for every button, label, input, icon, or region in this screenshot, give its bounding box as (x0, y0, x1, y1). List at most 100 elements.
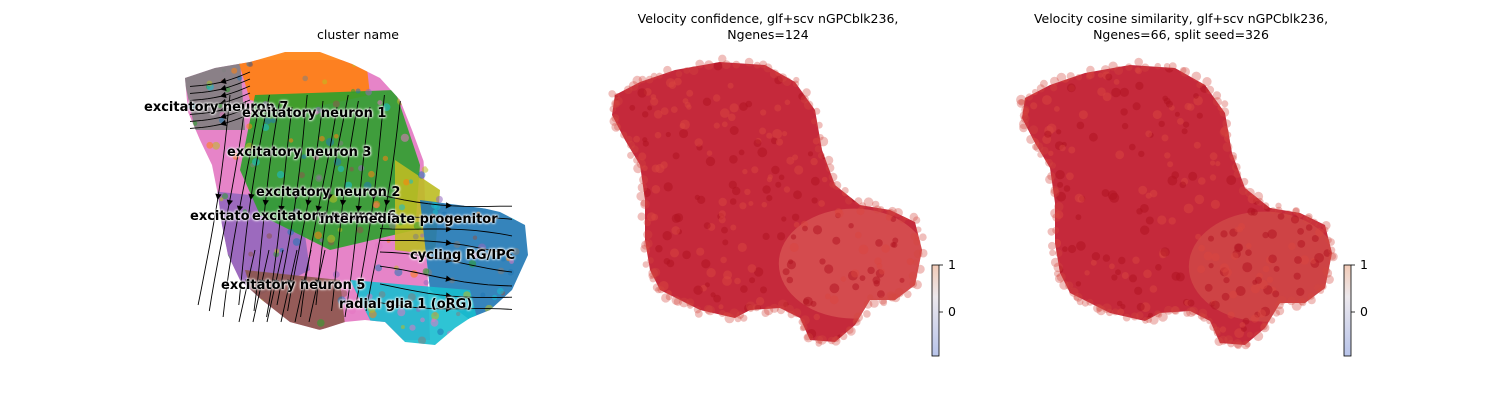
velocity-point (812, 80, 822, 89)
streamline-arrow-19 (370, 193, 378, 200)
velocity-point (642, 140, 649, 147)
velocity-point (612, 300, 620, 311)
edge-point (1179, 67, 1187, 74)
edge-point (611, 122, 621, 132)
velocity-point (629, 278, 639, 288)
edge-point (1186, 307, 1196, 317)
velocity-point (789, 242, 799, 252)
cluster-point (363, 181, 372, 190)
cluster-point (197, 65, 202, 71)
velocity-point (1076, 241, 1086, 251)
edge-point (1016, 99, 1026, 108)
edge-point (1292, 207, 1300, 215)
velocity-point (1314, 253, 1324, 263)
edge-point (1253, 191, 1264, 202)
edge-point (913, 249, 923, 259)
cluster-point (288, 138, 294, 143)
cluster-point (295, 112, 303, 120)
velocity-point (1204, 283, 1213, 292)
velocity-point (720, 256, 727, 264)
velocity-point (1183, 121, 1190, 128)
edge-point (1047, 172, 1056, 181)
velocity-point (1132, 102, 1141, 111)
velocity-point (774, 104, 782, 112)
cluster-point (480, 292, 486, 298)
panel2-colorbar (931, 264, 943, 357)
cluster-point (212, 141, 221, 150)
edge-point (1019, 123, 1028, 133)
velocity-point (1109, 263, 1115, 270)
velocity-point (856, 77, 864, 86)
cluster-point (395, 246, 401, 251)
edge-point (637, 182, 648, 193)
cluster-point (440, 60, 446, 66)
velocity-point (742, 168, 748, 175)
edge-point (818, 136, 829, 147)
edge-point (1298, 297, 1306, 306)
velocity-point (1239, 322, 1246, 328)
edge-point (815, 340, 823, 347)
edge-point (1287, 296, 1296, 306)
velocity-point (1222, 68, 1229, 74)
edge-point (1219, 107, 1230, 117)
velocity-point (670, 248, 679, 258)
edge-point (673, 297, 683, 306)
edge-point (1045, 158, 1053, 167)
edge-point (657, 286, 665, 294)
velocity-point (1030, 173, 1039, 182)
velocity-point (1030, 102, 1038, 110)
velocity-point (1152, 110, 1162, 120)
edge-point (1050, 208, 1060, 219)
cluster-point (276, 170, 285, 179)
edge-point (815, 121, 823, 129)
velocity-point (1315, 228, 1324, 237)
cluster-point (402, 91, 409, 98)
velocity-point (887, 166, 895, 174)
velocity-point (1064, 331, 1075, 341)
edge-point (1065, 281, 1074, 290)
velocity-point (1160, 247, 1170, 257)
velocity-point (1314, 70, 1321, 78)
velocity-point (1187, 299, 1195, 307)
edge-point (1145, 316, 1152, 324)
velocity-point (889, 300, 900, 311)
velocity-point (642, 111, 649, 118)
cluster-point (344, 181, 353, 189)
cluster-point (386, 61, 395, 70)
cluster-point (420, 317, 425, 323)
velocity-point (720, 108, 730, 118)
edge-point (1183, 309, 1191, 317)
edge-point (815, 335, 824, 344)
velocity-point (1210, 160, 1216, 166)
cluster-point (355, 88, 361, 94)
velocity-point (1324, 184, 1332, 191)
velocity-point (844, 156, 852, 163)
velocity-point (1323, 249, 1332, 257)
velocity-point (820, 63, 828, 71)
velocity-point (1149, 189, 1158, 198)
velocity-point (872, 276, 881, 285)
velocity-point (1105, 73, 1113, 81)
velocity-point (1267, 229, 1277, 239)
velocity-point (1304, 331, 1314, 342)
cluster-point (415, 307, 421, 312)
velocity-point (904, 146, 915, 157)
panel2-title-line2: Ngenes=124 (727, 27, 809, 42)
cluster-point (487, 217, 493, 223)
edge-point (853, 312, 863, 322)
edge-point (1073, 294, 1080, 301)
cluster-label-cycling: cycling RG/IPC (410, 248, 516, 263)
edge-point (800, 315, 810, 325)
edge-point (1329, 252, 1337, 260)
velocity-point (1140, 204, 1149, 213)
velocity-point (1035, 185, 1042, 192)
velocity-point (885, 168, 894, 178)
panel2-colorbar-tick-1: 1 (948, 257, 956, 272)
cluster-point (203, 52, 211, 59)
velocity-point (670, 106, 678, 113)
cluster-point (431, 312, 439, 320)
velocity-point (772, 129, 783, 139)
cluster-point (292, 238, 301, 246)
velocity-point (1111, 87, 1121, 98)
velocity-point (832, 236, 841, 245)
